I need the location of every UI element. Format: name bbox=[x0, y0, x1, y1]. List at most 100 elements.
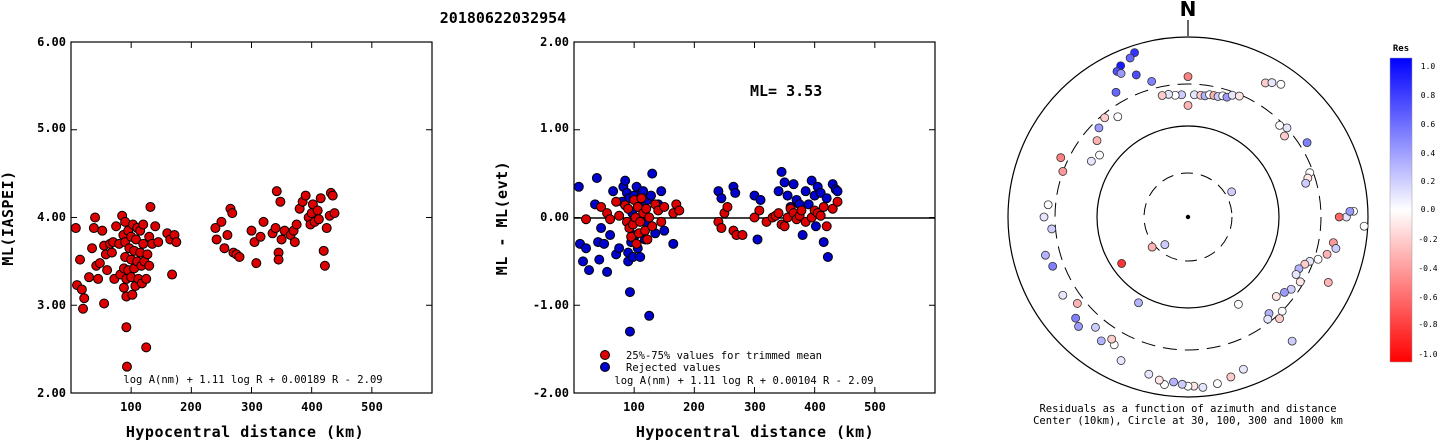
trimmed-point bbox=[641, 203, 652, 214]
rejected-point bbox=[806, 175, 817, 186]
station-marker bbox=[1226, 372, 1236, 382]
data-point bbox=[258, 216, 269, 227]
y-tick-label: 3.00 bbox=[37, 298, 66, 312]
rejected-point bbox=[599, 238, 610, 249]
station-marker bbox=[1280, 287, 1289, 297]
x-tick-label: 500 bbox=[361, 400, 383, 414]
colorbar-tick: 0.6 bbox=[1421, 120, 1436, 129]
rejected-point bbox=[800, 186, 811, 197]
station-marker bbox=[1331, 244, 1341, 253]
data-point bbox=[167, 269, 178, 280]
rejected-point bbox=[659, 225, 670, 236]
rejected-point bbox=[596, 223, 607, 234]
trimmed-point bbox=[821, 221, 832, 232]
trimmed-point bbox=[716, 223, 727, 234]
colorbar-tick: -0.6 bbox=[1418, 293, 1437, 302]
station-marker bbox=[1280, 131, 1289, 141]
y-tick-label: -2.00 bbox=[533, 386, 569, 400]
rejected-point bbox=[584, 265, 595, 276]
colorbar-tick: 0.4 bbox=[1421, 149, 1436, 158]
rejected-point bbox=[608, 186, 619, 197]
data-point bbox=[327, 190, 338, 201]
station-marker bbox=[1177, 379, 1187, 389]
data-point bbox=[78, 303, 89, 314]
data-point bbox=[276, 234, 287, 245]
station-marker bbox=[1134, 298, 1143, 308]
formula-text: log A(nm) + 1.11 log R + 0.00189 R - 2.0… bbox=[123, 374, 382, 386]
trimmed-point bbox=[644, 212, 655, 223]
data-point bbox=[138, 219, 149, 230]
station-marker bbox=[1234, 91, 1244, 101]
figure-title: 20180622032954 bbox=[440, 9, 566, 27]
rejected-point bbox=[602, 266, 613, 277]
trimmed-point bbox=[779, 221, 790, 232]
trimmed-point bbox=[796, 205, 807, 216]
trimmed-point bbox=[815, 210, 826, 221]
rejected-point bbox=[614, 243, 625, 254]
colorbar-tick: 0.2 bbox=[1421, 177, 1436, 186]
station-marker bbox=[1147, 76, 1157, 86]
rejected-point bbox=[730, 187, 741, 198]
colorbar-tick: -0.8 bbox=[1418, 320, 1437, 329]
caption-line-2: Center (10km), Circle at 30, 100, 300 an… bbox=[1033, 415, 1343, 427]
data-points bbox=[573, 166, 843, 337]
rejected-point bbox=[578, 256, 589, 267]
trimmed-point bbox=[737, 230, 748, 241]
data-point bbox=[313, 214, 324, 225]
data-point bbox=[127, 289, 138, 300]
data-point bbox=[275, 196, 286, 207]
trimmed-point bbox=[832, 196, 843, 207]
rejected-point bbox=[573, 181, 584, 192]
station-marker bbox=[1041, 250, 1050, 260]
formula-text: log A(nm) + 1.11 log R + 0.00104 R - 2.0… bbox=[614, 375, 873, 387]
trimmed-point bbox=[674, 205, 685, 216]
trimmed-point bbox=[749, 212, 760, 223]
legend-marker-rejected bbox=[600, 362, 610, 372]
data-point bbox=[270, 223, 281, 234]
x-tick-label: 200 bbox=[180, 400, 202, 414]
trimmed-point bbox=[581, 214, 592, 225]
station-marker bbox=[1107, 334, 1117, 344]
x-axis-label: Hypocentral distance (km) bbox=[126, 423, 364, 441]
trimmed-point bbox=[596, 201, 607, 212]
data-point bbox=[318, 245, 329, 256]
panel-azimuth-residuals: N Residuals as a function of azimuth and… bbox=[1007, 0, 1369, 427]
data-point bbox=[222, 230, 233, 241]
station-marker bbox=[1169, 377, 1178, 387]
station-marker bbox=[1302, 138, 1312, 147]
station-marker bbox=[1345, 206, 1355, 216]
station-marker bbox=[1313, 254, 1323, 264]
trimmed-point bbox=[722, 201, 733, 212]
ring-100km bbox=[1096, 125, 1280, 309]
data-point bbox=[145, 201, 156, 212]
station-marker bbox=[1282, 123, 1292, 133]
x-tick-label: 300 bbox=[241, 400, 263, 414]
station-marker bbox=[1039, 212, 1049, 222]
data-point bbox=[79, 293, 90, 304]
station-marker bbox=[1183, 72, 1193, 81]
data-point bbox=[141, 273, 152, 284]
station-marker bbox=[1071, 313, 1081, 323]
station-marker bbox=[1154, 375, 1164, 385]
caption-line-1: Residuals as a function of azimuth and d… bbox=[1039, 403, 1336, 415]
station-marker bbox=[1116, 69, 1126, 78]
data-point bbox=[76, 284, 87, 295]
trimmed-point bbox=[827, 203, 838, 214]
station-marker bbox=[1147, 242, 1157, 252]
station-marker bbox=[1116, 356, 1126, 365]
trimmed-point bbox=[611, 196, 622, 207]
data-point bbox=[94, 258, 105, 269]
data-point bbox=[142, 249, 153, 260]
trimmed-point bbox=[656, 216, 667, 227]
data-point bbox=[111, 221, 122, 232]
data-point bbox=[255, 231, 266, 242]
x-tick-label: 100 bbox=[120, 400, 142, 414]
trimmed-point bbox=[636, 193, 647, 204]
rejected-point bbox=[635, 251, 646, 262]
data-point bbox=[319, 260, 330, 271]
y-axis-label: ML - ML(evt) bbox=[493, 161, 511, 275]
data-point bbox=[227, 208, 238, 219]
station-marker bbox=[1295, 277, 1305, 287]
y-tick-label: 2.00 bbox=[37, 386, 66, 400]
data-point bbox=[312, 205, 323, 216]
